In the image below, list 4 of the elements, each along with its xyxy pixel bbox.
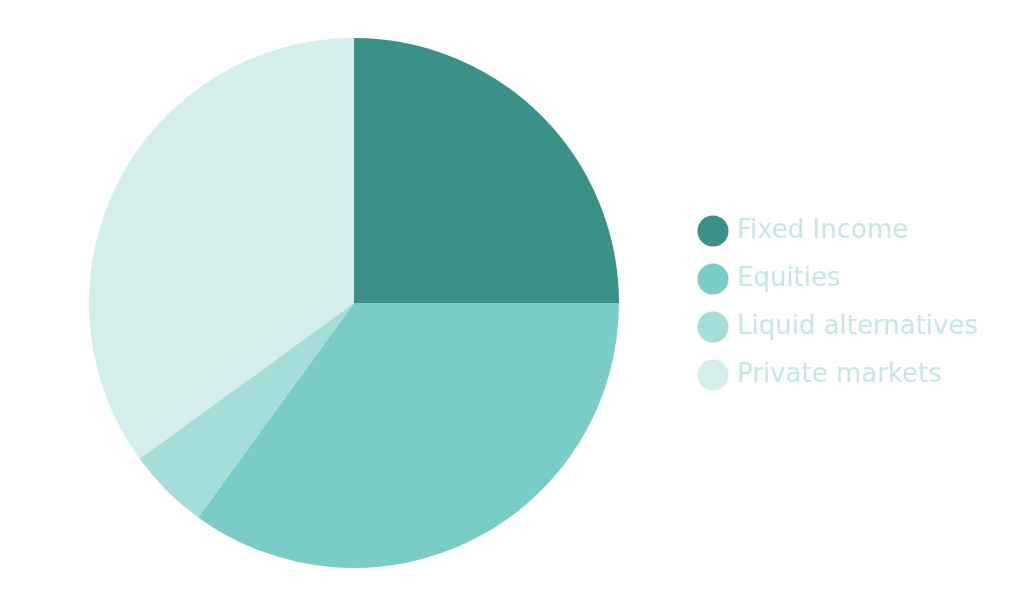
- legend-label: Equities: [736, 261, 841, 292]
- legend-label: Fixed Income: [736, 213, 909, 244]
- legend-label: Liquid alternatives: [736, 309, 979, 340]
- legend-label: Private markets: [736, 357, 942, 388]
